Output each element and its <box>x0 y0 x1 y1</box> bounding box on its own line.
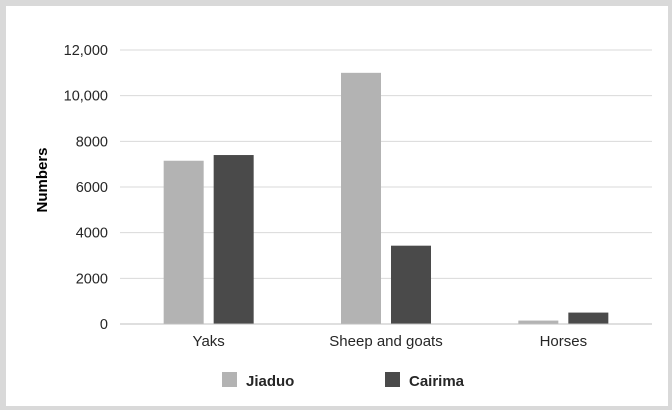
legend-label: Cairima <box>409 373 465 390</box>
bar-jiaduo-yaks <box>163 160 204 324</box>
legend-swatch <box>222 372 237 387</box>
y-axis-label: Numbers <box>34 147 51 212</box>
y-axis-ticks: 0 2000 4000 6000 8000 10,000 12,000 <box>64 43 108 333</box>
y-tick-label: 12,000 <box>64 43 108 59</box>
x-tick-label: Sheep and goats <box>329 333 442 350</box>
x-tick-label: Yaks <box>193 333 225 350</box>
bar-cairima-sheep-and-goats <box>391 245 431 324</box>
legend: Jiaduo Cairima <box>222 372 465 390</box>
legend-swatch <box>385 372 400 387</box>
gridlines <box>120 49 652 279</box>
y-tick-label: 8000 <box>76 134 108 150</box>
bar-cairima-yaks <box>213 155 254 324</box>
y-tick-label: 2000 <box>76 271 108 287</box>
y-tick-label: 6000 <box>76 180 108 196</box>
y-axis-label-group: Numbers <box>34 147 51 212</box>
x-axis: Yaks Sheep and goats Horses <box>120 323 652 350</box>
legend-label: Jiaduo <box>246 373 294 390</box>
bar-cairima-horses <box>568 312 609 324</box>
bar-jiaduo-sheep-and-goats <box>341 72 381 324</box>
bar-jiaduo-horses <box>518 320 559 324</box>
y-tick-label: 4000 <box>76 226 108 242</box>
x-tick-label: Horses <box>540 333 588 350</box>
y-tick-label: 10,000 <box>64 89 108 105</box>
bars <box>163 72 609 324</box>
y-tick-label: 0 <box>100 317 108 333</box>
